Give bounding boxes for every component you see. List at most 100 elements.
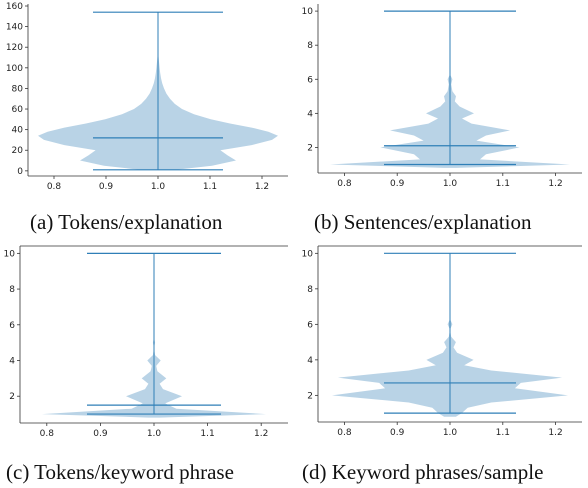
y-tick-label: 10 <box>4 249 16 259</box>
y-tick-label: 2 <box>307 391 313 401</box>
y-tick-label: 6 <box>9 321 15 331</box>
y-tick-label: 4 <box>307 109 313 119</box>
y-tick-label: 8 <box>307 41 313 51</box>
y-tick-label: 8 <box>307 285 313 295</box>
y-tick-label: 10 <box>302 249 314 259</box>
y-tick: 2 <box>307 143 318 153</box>
y-tick-label: 6 <box>307 75 313 85</box>
y-tick-label: 160 <box>6 2 23 12</box>
y-tick: 10 <box>302 7 318 17</box>
x-tick-label: 1.1 <box>496 179 510 189</box>
x-tick: 0.9 <box>93 423 108 439</box>
caption-c: (c) Tokens/keyword phrase <box>6 460 234 484</box>
y-tick: 0 <box>17 167 28 177</box>
x-tick: 1.2 <box>254 423 268 439</box>
x-tick: 1.1 <box>200 423 215 439</box>
x-tick-label: 0.9 <box>99 182 114 192</box>
x-tick: 0.8 <box>337 173 352 189</box>
panel-d: 0.8 0.9 1.0 1.1 1.2 2 4 6 8 10 (d) Keyword phrase… <box>294 244 588 488</box>
x-tick: 0.8 <box>40 423 55 439</box>
y-tick: 8 <box>9 285 20 295</box>
panel-b: 0.8 0.9 1.0 1.1 1.2 2 4 6 8 10 (b) Sentences/expl… <box>294 0 588 244</box>
y-tick: 140 <box>6 23 28 33</box>
panel-a: 0.8 0.9 1.0 1.1 1.2 0 20 40 60 80 100 120 140 160 (a)… <box>0 0 294 244</box>
y-tick: 120 <box>6 43 28 53</box>
violin-chart-tokens-keyword-phrase: 0.8 0.9 1.0 1.1 1.2 2 4 6 8 10 <box>4 245 288 439</box>
y-tick: 10 <box>4 249 20 259</box>
y-tick: 60 <box>12 105 28 115</box>
y-tick: 40 <box>12 126 28 136</box>
y-tick-label: 4 <box>307 356 313 366</box>
y-tick-label: 4 <box>9 357 15 367</box>
x-tick: 1.1 <box>496 422 510 438</box>
violin-chart-tokens-explanation: 0.8 0.9 1.0 1.1 1.2 0 20 40 60 80 100 120 140 160 <box>6 2 288 192</box>
caption-b: (b) Sentences/explanation <box>314 210 532 234</box>
x-tick-label: 0.8 <box>337 428 352 438</box>
x-tick: 1.0 <box>151 176 166 192</box>
x-tick-label: 0.9 <box>390 179 405 189</box>
caption-d: (d) Keyword phrases/sample <box>302 460 544 484</box>
x-tick-label: 1.1 <box>203 182 217 192</box>
y-tick: 80 <box>12 84 28 94</box>
y-tick: 4 <box>307 356 318 366</box>
x-tick: 1.0 <box>443 422 458 438</box>
y-tick: 2 <box>9 392 20 402</box>
x-tick: 1.0 <box>443 173 458 189</box>
x-tick: 1.2 <box>548 173 563 189</box>
y-tick-label: 120 <box>6 43 23 53</box>
panel-c: 0.8 0.9 1.0 1.1 1.2 2 4 6 8 10 (c) Tokens/keyword… <box>0 244 294 488</box>
violin-chart-keyword-phrases-sample: 0.8 0.9 1.0 1.1 1.2 2 4 6 8 10 <box>302 245 582 438</box>
y-tick: 6 <box>307 320 318 330</box>
y-tick: 100 <box>6 64 28 74</box>
x-tick-label: 1.2 <box>254 429 268 439</box>
x-tick-label: 1.0 <box>151 182 166 192</box>
y-tick-label: 40 <box>12 126 24 136</box>
x-tick: 1.1 <box>203 176 217 192</box>
y-tick: 8 <box>307 41 318 51</box>
y-tick-label: 0 <box>17 167 23 177</box>
y-tick: 20 <box>12 146 28 156</box>
y-tick-label: 100 <box>6 64 23 74</box>
x-tick-label: 0.8 <box>40 429 55 439</box>
x-tick-label: 1.1 <box>200 429 214 439</box>
x-tick-label: 0.9 <box>390 428 405 438</box>
x-tick-label: 1.1 <box>496 428 510 438</box>
x-tick: 1.0 <box>147 423 162 439</box>
y-tick: 8 <box>307 285 318 295</box>
x-tick: 1.2 <box>255 176 269 192</box>
x-tick: 0.8 <box>337 422 352 438</box>
x-tick-label: 1.0 <box>443 428 458 438</box>
caption-a: (a) Tokens/explanation <box>30 210 223 234</box>
x-tick: 0.9 <box>99 176 114 192</box>
y-tick: 6 <box>307 75 318 85</box>
x-tick-label: 1.2 <box>548 428 562 438</box>
x-tick: 0.9 <box>390 173 405 189</box>
y-tick-label: 60 <box>12 105 24 115</box>
x-tick-label: 1.0 <box>443 179 458 189</box>
x-tick-label: 1.2 <box>255 182 269 192</box>
y-tick: 4 <box>9 357 20 367</box>
x-tick-label: 1.2 <box>548 179 562 189</box>
y-tick-label: 140 <box>6 23 23 33</box>
violin-chart-sentences-explanation: 0.8 0.9 1.0 1.1 1.2 2 4 6 8 10 <box>302 4 582 189</box>
x-tick: 0.8 <box>47 176 62 192</box>
y-tick: 4 <box>307 109 318 119</box>
y-tick-label: 8 <box>9 285 15 295</box>
y-tick-label: 80 <box>12 84 24 94</box>
y-tick-label: 6 <box>307 320 313 330</box>
y-tick: 160 <box>6 2 28 12</box>
y-tick-label: 10 <box>302 7 314 17</box>
x-tick-label: 0.9 <box>93 429 108 439</box>
x-tick-label: 0.8 <box>47 182 62 192</box>
x-tick: 0.9 <box>390 422 405 438</box>
y-tick: 6 <box>9 321 20 331</box>
x-tick-label: 1.0 <box>147 429 162 439</box>
x-tick: 1.1 <box>496 173 510 189</box>
x-tick: 1.2 <box>548 422 563 438</box>
y-tick-label: 2 <box>307 143 313 153</box>
x-tick-label: 0.8 <box>337 179 352 189</box>
y-tick-label: 20 <box>12 146 24 156</box>
y-tick: 10 <box>302 249 318 259</box>
y-tick: 2 <box>307 391 318 401</box>
y-tick-label: 2 <box>9 392 15 402</box>
